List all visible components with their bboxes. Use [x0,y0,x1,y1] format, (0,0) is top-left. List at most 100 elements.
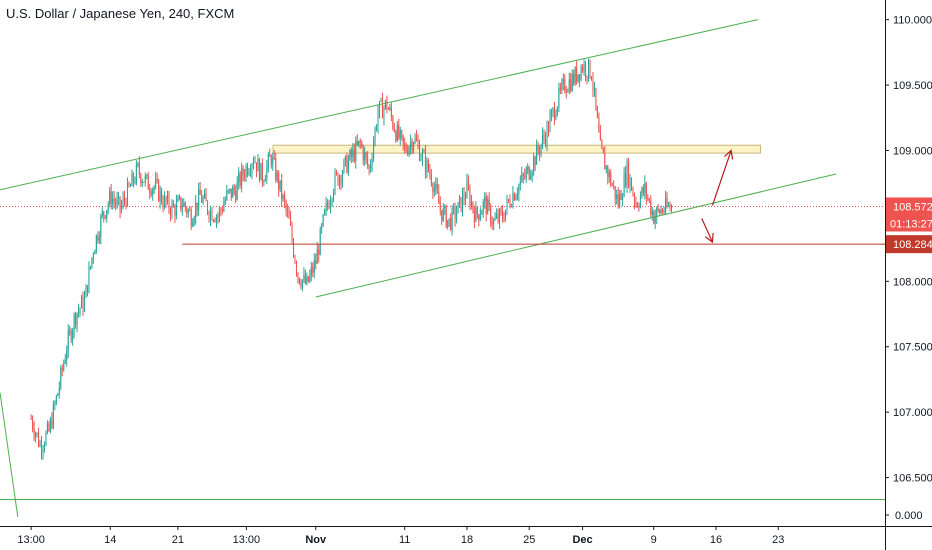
y-tick-label: 110.000 [893,15,932,27]
candle-body [95,235,97,251]
candle-body [493,219,495,225]
candle-body [377,111,379,128]
candle-body [456,213,458,219]
candle-body [76,313,78,325]
candle-body [199,189,201,195]
candle-body [177,198,179,202]
candle-body [461,193,464,212]
candle-body [251,164,253,172]
candle-body [534,156,536,165]
candle-body [227,190,229,192]
candle-body [54,403,56,405]
candle-body [42,448,44,453]
candle-body [233,187,235,191]
candle-body [433,188,435,193]
candle-body [568,79,570,92]
candle-body [325,203,327,210]
candle-body [645,183,647,197]
candle-body [334,172,336,192]
left-trend-line [0,392,19,517]
candle-body [67,331,69,352]
candle-body [104,215,106,219]
candle-body [519,181,521,186]
candle-body [223,203,225,212]
channel-upper-line [0,19,758,191]
candle-body [512,193,514,207]
candle-body [623,173,625,197]
candle-body [58,386,60,394]
candle-body [168,195,170,210]
candle-body [620,193,622,200]
candle-body [295,262,298,274]
candle-body [378,101,381,112]
candle-body [226,190,228,200]
candle-body [69,330,71,332]
y-tick-label: 108.000 [893,276,932,288]
candle-body [479,214,481,220]
candle-body [333,191,335,200]
candle-body [60,367,62,387]
candle-body [38,432,40,447]
candle-body [497,214,499,222]
candle-body [411,141,413,150]
candle-body [481,211,483,215]
candle-body [98,237,100,241]
candle-body [327,203,329,206]
channel-lower-line [315,173,837,298]
candle-body [546,124,548,145]
candle-body [242,168,244,176]
candle-body [530,176,532,179]
candle-body [587,59,590,78]
candle-body [619,193,621,206]
candle-body [230,188,232,198]
candle-body [464,198,466,200]
candle-body [75,314,77,325]
candle-body [330,201,332,209]
candle-body [371,158,373,165]
candle-body [63,363,65,370]
candle-body [282,195,284,200]
candle-body [46,423,48,433]
x-tick-label: 21 [172,534,184,546]
candle-body [267,154,269,166]
candle-body [30,418,32,420]
candle-body [419,144,421,161]
candle-body [518,185,520,195]
candle-body [209,209,212,219]
candle-body [582,67,584,71]
candle-body [207,201,209,213]
candle-body [235,190,237,200]
candle-body [630,177,633,191]
candle-body [490,205,492,224]
candle-body [638,206,640,208]
candle-body [190,210,192,227]
candle-body [281,180,283,200]
candle-body [387,109,389,111]
y-tick-label: 107.500 [893,342,932,354]
candle-body [580,67,582,80]
candle-body [463,193,465,200]
x-tick-label: 16 [710,534,722,546]
candle-body [186,207,188,214]
candle-body [254,162,256,164]
candle-body [662,209,664,212]
candle-body [202,197,204,203]
candle-body [457,202,459,214]
candle-body [112,198,114,205]
candle-body [189,210,191,212]
candle-body [239,173,241,186]
candle-body [116,198,118,205]
candle-body [316,249,318,264]
x-tick-label: 25 [523,534,535,546]
candle-body [184,202,186,208]
candle-body [205,193,207,202]
support-price-label: 108.284 [893,239,932,251]
candle-body [607,166,609,178]
candle-body [309,274,311,282]
candle-body [390,107,392,117]
candle-body [266,165,268,179]
candle-body [470,201,472,206]
candle-body [671,206,673,209]
